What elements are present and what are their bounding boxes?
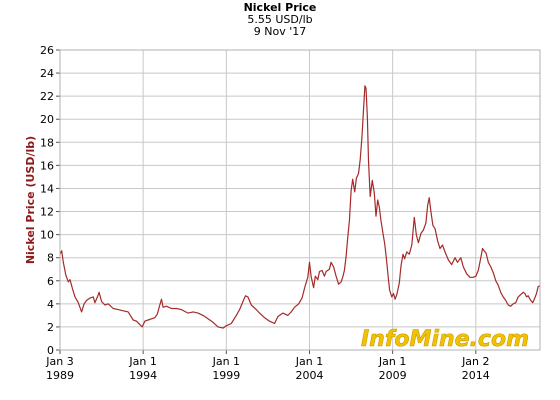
y-tick-label: 10 <box>40 229 54 242</box>
y-tick-label: 6 <box>47 275 54 288</box>
grid-lines <box>60 50 540 350</box>
y-tick-label: 4 <box>47 298 54 311</box>
x-tick-year-label: 1994 <box>129 369 157 382</box>
y-tick-label: 12 <box>40 206 54 219</box>
x-tick-label: Jan 1 <box>378 355 406 368</box>
y-tick-label: 18 <box>40 136 54 149</box>
x-tick-label: Jan 1 <box>128 355 156 368</box>
price-series-line <box>59 85 541 329</box>
x-tick-year-label: 1999 <box>212 369 240 382</box>
x-tick-year-label: 2009 <box>379 369 407 382</box>
y-tick-label: 24 <box>40 67 54 80</box>
x-tick-label: Jan 2 <box>461 355 489 368</box>
y-tick-label: 26 <box>40 44 54 57</box>
y-tick-label: 14 <box>40 182 54 195</box>
chart-date: 9 Nov '17 <box>253 25 307 38</box>
chart-subtitle: 5.55 USD/lb <box>247 13 313 26</box>
plot-border <box>59 49 541 351</box>
infomine-watermark: InfoMine.com <box>361 327 529 352</box>
y-tick-label: 20 <box>40 113 54 126</box>
y-tick-label: 22 <box>40 90 54 103</box>
x-tick-year-label: 2004 <box>295 369 323 382</box>
plot-background <box>60 50 540 350</box>
y-tick-label: 16 <box>40 159 54 172</box>
x-tick-label: Jan 1 <box>212 355 240 368</box>
series-group <box>59 85 541 329</box>
chart-title: Nickel Price <box>243 1 317 14</box>
x-tick-label: Jan 3 <box>45 355 73 368</box>
y-axis-label: Nickel Price (USD/lb) <box>24 136 37 264</box>
y-tick-label: 8 <box>47 252 54 265</box>
y-tick-label: 2 <box>47 321 54 334</box>
x-tick-year-label: 2014 <box>462 369 490 382</box>
x-tick-year-label: 1989 <box>46 369 74 382</box>
x-tick-label: Jan 1 <box>295 355 323 368</box>
y-tick-label: 0 <box>47 344 54 357</box>
